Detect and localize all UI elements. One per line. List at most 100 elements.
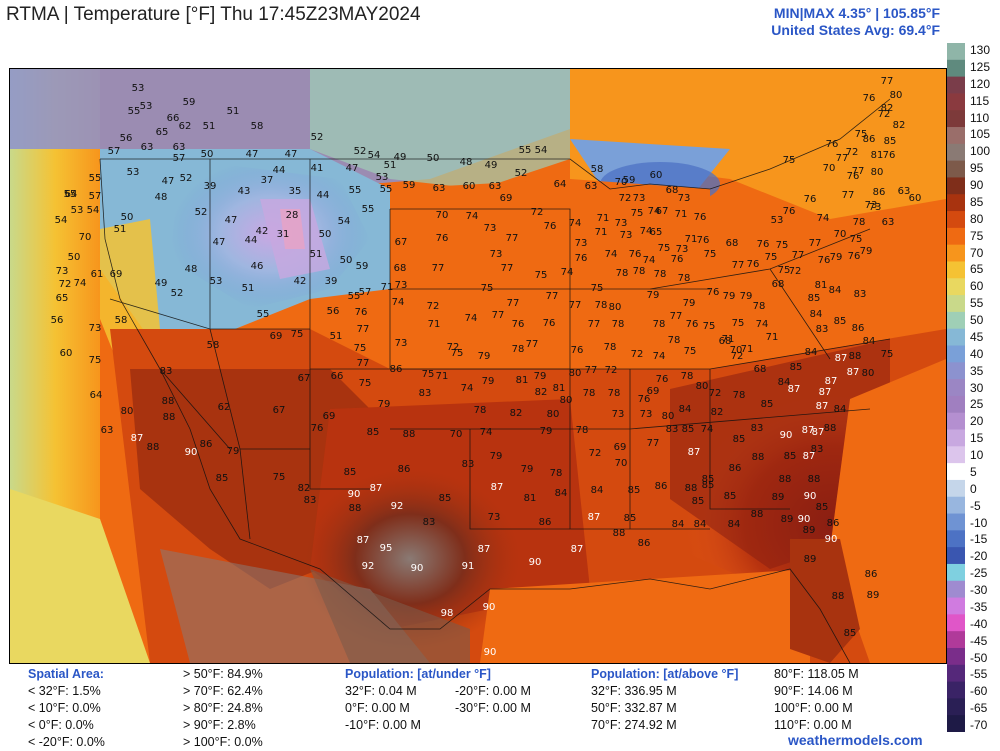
temperature-label: 73 (89, 323, 102, 334)
temperature-label: 85 (216, 473, 229, 484)
temperature-label: 39 (325, 276, 338, 287)
temperature-label: 88 (349, 503, 362, 514)
temperature-label: 82 (535, 387, 548, 398)
colorbar-segment (947, 631, 965, 649)
temperature-label: 89 (804, 554, 817, 565)
temperature-label: 50 (319, 229, 332, 240)
temperature-label: 71 (675, 209, 688, 220)
temperature-label: 89 (772, 492, 785, 503)
temperature-label: 72 (731, 351, 744, 362)
temperature-label: 74 (640, 226, 653, 237)
temperature-label: 76 (629, 249, 642, 260)
temperature-label: 81 (871, 150, 884, 161)
population-under-row: 0°F: 0.00 M (345, 701, 410, 715)
temperature-label: 77 (492, 310, 505, 321)
temperature-label: 78 (678, 273, 691, 284)
temperature-label: 85 (702, 480, 715, 491)
temperature-label: 51 (384, 160, 397, 171)
temperature-label: 84 (863, 336, 876, 347)
colorbar-tick-label: 100 (970, 144, 991, 159)
temperature-label: 88 (752, 452, 765, 463)
temperature-label: 65 (56, 293, 69, 304)
temperature-label: 87 (816, 401, 829, 412)
temperature-label: 44 (317, 190, 330, 201)
colorbar-segment (947, 395, 965, 414)
colorbar-segment (947, 278, 965, 296)
temperature-label: 80 (121, 406, 134, 417)
temperature-label: 42 (294, 276, 307, 287)
temperature-label: 84 (694, 519, 707, 530)
colorbar-tick-label: -55 (970, 667, 988, 682)
temperature-label: 68 (726, 238, 739, 249)
temperature-label: 88 (808, 474, 821, 485)
temperature-label: 92 (391, 501, 404, 512)
credit-link[interactable]: weathermodels.com (788, 732, 923, 748)
temperature-label: 75 (535, 270, 548, 281)
temperature-label: 76 (697, 235, 710, 246)
temperature-label: 52 (311, 132, 324, 143)
colorbar-tick-label: 45 (970, 329, 984, 344)
minmax-text: MIN|MAX 4.35° | 105.85°F (773, 5, 940, 21)
temperature-label: 58 (251, 121, 264, 132)
temperature-label: 76 (355, 307, 368, 318)
colorbar-segment (947, 59, 965, 78)
population-above-row: 80°F: 118.05 M (774, 667, 859, 681)
colorbar-segment (947, 463, 965, 481)
temperature-label: 51 (203, 121, 216, 132)
temperature-label: 50 (201, 149, 214, 160)
spatial-area-row: > 70°F: 62.4% (183, 684, 263, 698)
temperature-label: 87 (819, 387, 832, 398)
temperature-label: 86 (863, 134, 876, 145)
temperature-label: 87 (812, 427, 825, 438)
colorbar-segment (947, 412, 965, 431)
temperature-label: 69 (647, 386, 660, 397)
temperature-label: 60 (909, 193, 922, 204)
temperature-label: 76 (804, 194, 817, 205)
map-title: RTMA | Temperature [°F] Thu 17:45Z23MAY2… (6, 4, 421, 25)
temperature-label: 83 (304, 495, 317, 506)
temperature-label: 63 (489, 181, 502, 192)
temperature-label: 91 (462, 561, 475, 572)
temperature-label: 84 (810, 309, 823, 320)
temperature-label: 73 (676, 244, 689, 255)
temperature-label: 68 (394, 263, 407, 274)
temperature-label: 90 (804, 491, 817, 502)
temperature-label: 88 (832, 591, 845, 602)
temperature-label: 68 (772, 279, 785, 290)
temperature-label: 59 (183, 97, 196, 108)
temperature-label: 67 (656, 206, 669, 217)
temperature-label: 85 (884, 136, 897, 147)
colorbar-segment (947, 563, 965, 582)
colorbar-tick-label: 130 (970, 43, 991, 57)
temperature-label: 58 (591, 164, 604, 175)
spatial-area-row: > 90°F: 2.8% (183, 718, 256, 732)
temperature-label: 76 (311, 423, 324, 434)
temperature-label: 57 (89, 191, 102, 202)
temperature-label: 84 (679, 404, 692, 415)
colorbar-segment (947, 698, 965, 716)
spatial-area-row: > 50°F: 84.9% (183, 667, 263, 681)
colorbar (947, 43, 965, 732)
temperature-label: 72 (619, 193, 632, 204)
temperature-label: 76 (694, 212, 707, 223)
temperature-label: 87 (688, 447, 701, 458)
temperature-label: 47 (225, 215, 238, 226)
colorbar-tick-label: -60 (970, 684, 988, 699)
temperature-label: 84 (778, 377, 791, 388)
temperature-label: 76 (656, 374, 669, 385)
temperature-label: 50 (340, 255, 353, 266)
temperature-label: 73 (612, 409, 625, 420)
temperature-label: 55 (362, 204, 375, 215)
temperature-label: 78 (512, 344, 525, 355)
temperature-label: 76 (863, 93, 876, 104)
temperature-label: 53 (210, 276, 223, 287)
temperature-label: 77 (546, 291, 559, 302)
temperature-label: 88 (147, 442, 160, 453)
population-under-row: -20°F: 0.00 M (455, 684, 531, 698)
temperature-label: 87 (370, 483, 383, 494)
temperature-label: 63 (433, 183, 446, 194)
temperature-label: 64 (65, 189, 78, 200)
temperature-label: 48 (185, 264, 198, 275)
temperature-label: 82 (298, 483, 311, 494)
